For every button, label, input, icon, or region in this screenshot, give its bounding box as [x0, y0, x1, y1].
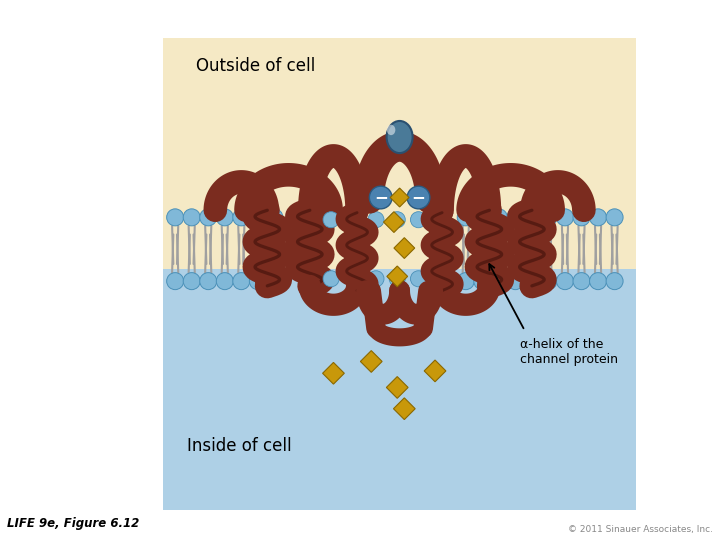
Text: Figure 6.12  The Potassium Channel: Figure 6.12 The Potassium Channel — [6, 10, 269, 25]
Text: Outside of cell: Outside of cell — [197, 57, 315, 75]
Circle shape — [540, 209, 557, 226]
Circle shape — [474, 209, 491, 226]
Circle shape — [457, 209, 474, 226]
Circle shape — [166, 209, 184, 226]
Polygon shape — [361, 350, 382, 373]
Circle shape — [266, 209, 283, 226]
Circle shape — [410, 271, 426, 287]
Circle shape — [507, 273, 524, 289]
Circle shape — [368, 212, 384, 228]
Text: Inside of cell: Inside of cell — [187, 437, 292, 455]
Circle shape — [606, 273, 623, 289]
Circle shape — [432, 212, 448, 228]
Circle shape — [369, 186, 392, 209]
Circle shape — [199, 273, 217, 289]
Ellipse shape — [387, 121, 413, 153]
Polygon shape — [390, 188, 409, 207]
Text: −: − — [374, 188, 387, 206]
Circle shape — [408, 186, 430, 209]
Circle shape — [523, 273, 541, 289]
Circle shape — [490, 273, 508, 289]
Circle shape — [249, 209, 266, 226]
Circle shape — [507, 209, 524, 226]
Polygon shape — [323, 362, 344, 384]
Circle shape — [216, 273, 233, 289]
Circle shape — [557, 273, 574, 289]
Circle shape — [266, 273, 283, 289]
Text: α-helix of the
channel protein: α-helix of the channel protein — [520, 338, 618, 366]
Circle shape — [410, 212, 426, 228]
Circle shape — [346, 212, 363, 228]
Circle shape — [323, 212, 339, 228]
Polygon shape — [393, 398, 415, 420]
Circle shape — [573, 209, 590, 226]
Circle shape — [233, 209, 250, 226]
Circle shape — [233, 273, 250, 289]
Polygon shape — [384, 212, 405, 232]
Circle shape — [590, 209, 606, 226]
Circle shape — [166, 273, 184, 289]
Circle shape — [183, 209, 200, 226]
Ellipse shape — [387, 125, 395, 135]
Polygon shape — [387, 266, 408, 287]
Circle shape — [390, 212, 405, 228]
Polygon shape — [387, 376, 408, 399]
Circle shape — [523, 209, 541, 226]
Circle shape — [590, 273, 606, 289]
Circle shape — [474, 273, 491, 289]
FancyBboxPatch shape — [163, 269, 636, 510]
Circle shape — [323, 271, 339, 287]
Text: LIFE 9e, Figure 6.12: LIFE 9e, Figure 6.12 — [7, 517, 140, 530]
Circle shape — [368, 271, 384, 287]
Circle shape — [199, 209, 217, 226]
Circle shape — [490, 209, 508, 226]
Polygon shape — [394, 238, 415, 259]
Circle shape — [390, 271, 405, 287]
Circle shape — [573, 273, 590, 289]
Text: −: − — [412, 188, 426, 206]
Polygon shape — [424, 360, 446, 382]
Circle shape — [216, 209, 233, 226]
FancyBboxPatch shape — [163, 38, 636, 269]
Circle shape — [249, 273, 266, 289]
Text: © 2011 Sinauer Associates, Inc.: © 2011 Sinauer Associates, Inc. — [568, 525, 713, 534]
Circle shape — [183, 273, 200, 289]
Circle shape — [457, 273, 474, 289]
Circle shape — [346, 271, 363, 287]
Circle shape — [540, 273, 557, 289]
Circle shape — [557, 209, 574, 226]
Circle shape — [432, 271, 448, 287]
Circle shape — [606, 209, 623, 226]
